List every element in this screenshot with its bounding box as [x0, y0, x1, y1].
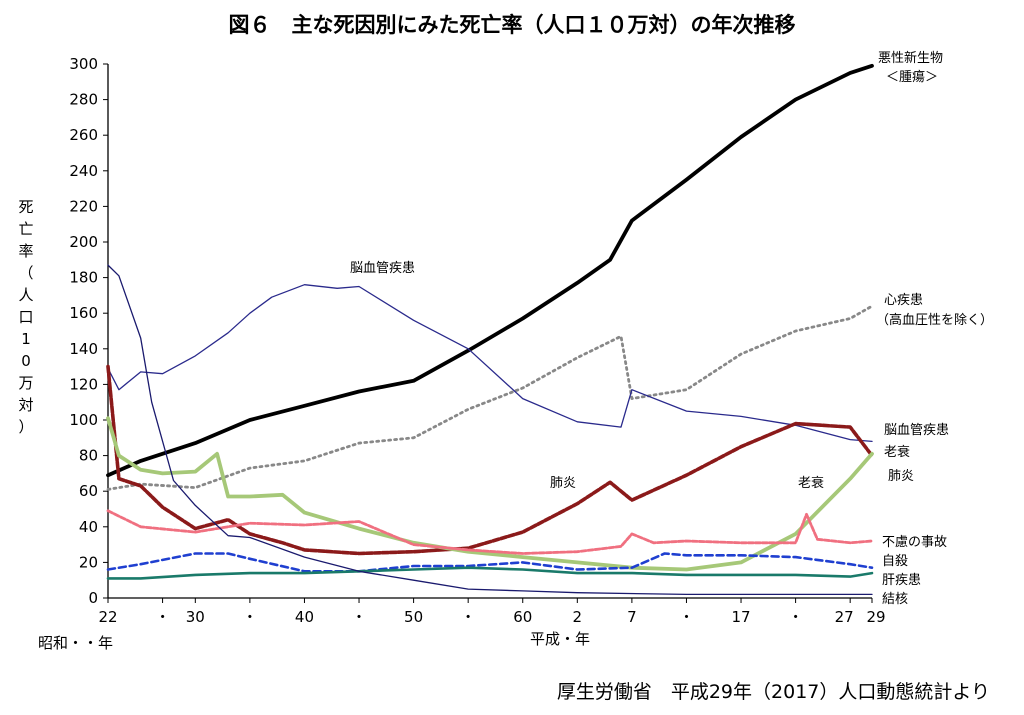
x-tick-label: 7 [627, 608, 637, 626]
series-annotation: 脳血管疾患 [350, 261, 415, 276]
series-annotation: 不慮の事故 [882, 535, 947, 550]
y-tick-label: 180 [69, 269, 98, 287]
series-annotation: 脳血管疾患 [884, 423, 949, 438]
x-tick-label: ・ [352, 608, 367, 626]
y-ticks: 0 20 40 60 80 100 120 140 160 180 200 220 240 260 280 3… [69, 55, 108, 607]
y-tick-label: 300 [69, 55, 98, 73]
series-annotation: 肝疾患 [882, 573, 921, 588]
series-line [107, 284, 873, 443]
series-line [106, 416, 874, 572]
y-tick-label: 80 [79, 447, 98, 465]
y-axis-label: 死亡率 （ 人口 1 0 万対 ） [18, 198, 33, 436]
series-line [106, 304, 874, 491]
y-tick-label: 100 [69, 411, 98, 429]
y-tick-label: 140 [69, 340, 98, 358]
series-annotation: 自殺 [882, 554, 908, 569]
x-tick-label: 50 [404, 608, 423, 626]
series-annotation: 肺炎 [888, 469, 914, 484]
y-axis-label-char: ） [18, 418, 33, 436]
series-annotation: ＜腫瘍＞ [886, 69, 938, 85]
chart-title: 図６ 主な死因別にみた死亡率（人口１０万対）の年次推移 [229, 13, 796, 37]
showa-era-label: 昭和・・年 [38, 634, 113, 652]
series-annotation: 悪性新生物 [878, 50, 943, 66]
y-tick-label: 120 [69, 375, 98, 393]
series-annotation: 老衰 [798, 475, 824, 491]
y-tick-label: 280 [69, 91, 98, 109]
heisei-era-label: 平成・年 [530, 630, 590, 648]
x-tick-label: 40 [295, 608, 314, 626]
series-line [106, 509, 874, 555]
x-tick-label: 17 [731, 608, 750, 626]
series-line [107, 264, 873, 596]
y-tick-label: 240 [69, 162, 98, 180]
series-line [106, 364, 874, 556]
y-tick-label: 60 [79, 482, 98, 500]
series-annotation: 結核 [882, 592, 908, 607]
axes [107, 64, 872, 599]
x-tick-label: ・ [461, 608, 476, 626]
y-tick-label: 0 [88, 589, 98, 607]
series-annotation: （高血圧性を除く） [876, 312, 993, 328]
y-axis-label-char: （ [18, 264, 33, 282]
y-tick-label: 40 [79, 518, 98, 536]
x-tick-label: 22 [98, 608, 117, 626]
y-tick-label: 220 [69, 197, 98, 215]
series-line [106, 552, 874, 573]
x-tick-label: 60 [513, 608, 532, 626]
y-axis-label-char: 1 [21, 330, 31, 348]
series-line [106, 566, 874, 580]
y-axis-label-char: 対 [18, 396, 33, 414]
x-tick-label: 27 [835, 608, 854, 626]
series-annotation: 肺炎 [550, 476, 576, 491]
x-tick-label: ・ [679, 608, 694, 626]
y-tick-label: 200 [69, 233, 98, 251]
y-axis-label-char: 人 [18, 286, 33, 304]
x-tick-label: 2 [573, 608, 583, 626]
y-tick-label: 160 [69, 304, 98, 322]
source-note: 厚生労働省 平成29年（2017）人口動態統計より [557, 681, 990, 703]
x-tick-label: ・ [242, 608, 257, 626]
x-tick-label: 29 [866, 608, 885, 626]
x-tick-label: ・ [788, 608, 803, 626]
series-line [106, 63, 874, 478]
series-annotation: 心疾患 [884, 293, 923, 308]
y-axis-label-char: 0 [21, 352, 31, 370]
series-layer [106, 63, 874, 596]
y-axis-label-char: 万 [18, 374, 33, 392]
x-ticks: 22 ・ 30 ・ 40 ・ 50 ・ 60 2 7 ・ 17 ・ 27 29 [98, 598, 886, 626]
series-annotation: 老衰 [884, 444, 910, 460]
y-tick-label: 20 [79, 553, 98, 571]
y-axis-label-char: 率 [18, 242, 33, 260]
y-axis-label-char: 亡 [18, 220, 33, 238]
y-axis-label-char: 死 [18, 198, 33, 216]
y-axis-label-char: 口 [18, 308, 33, 326]
y-tick-label: 260 [69, 126, 98, 144]
x-tick-label: 30 [186, 608, 205, 626]
x-tick-label: ・ [155, 608, 170, 626]
